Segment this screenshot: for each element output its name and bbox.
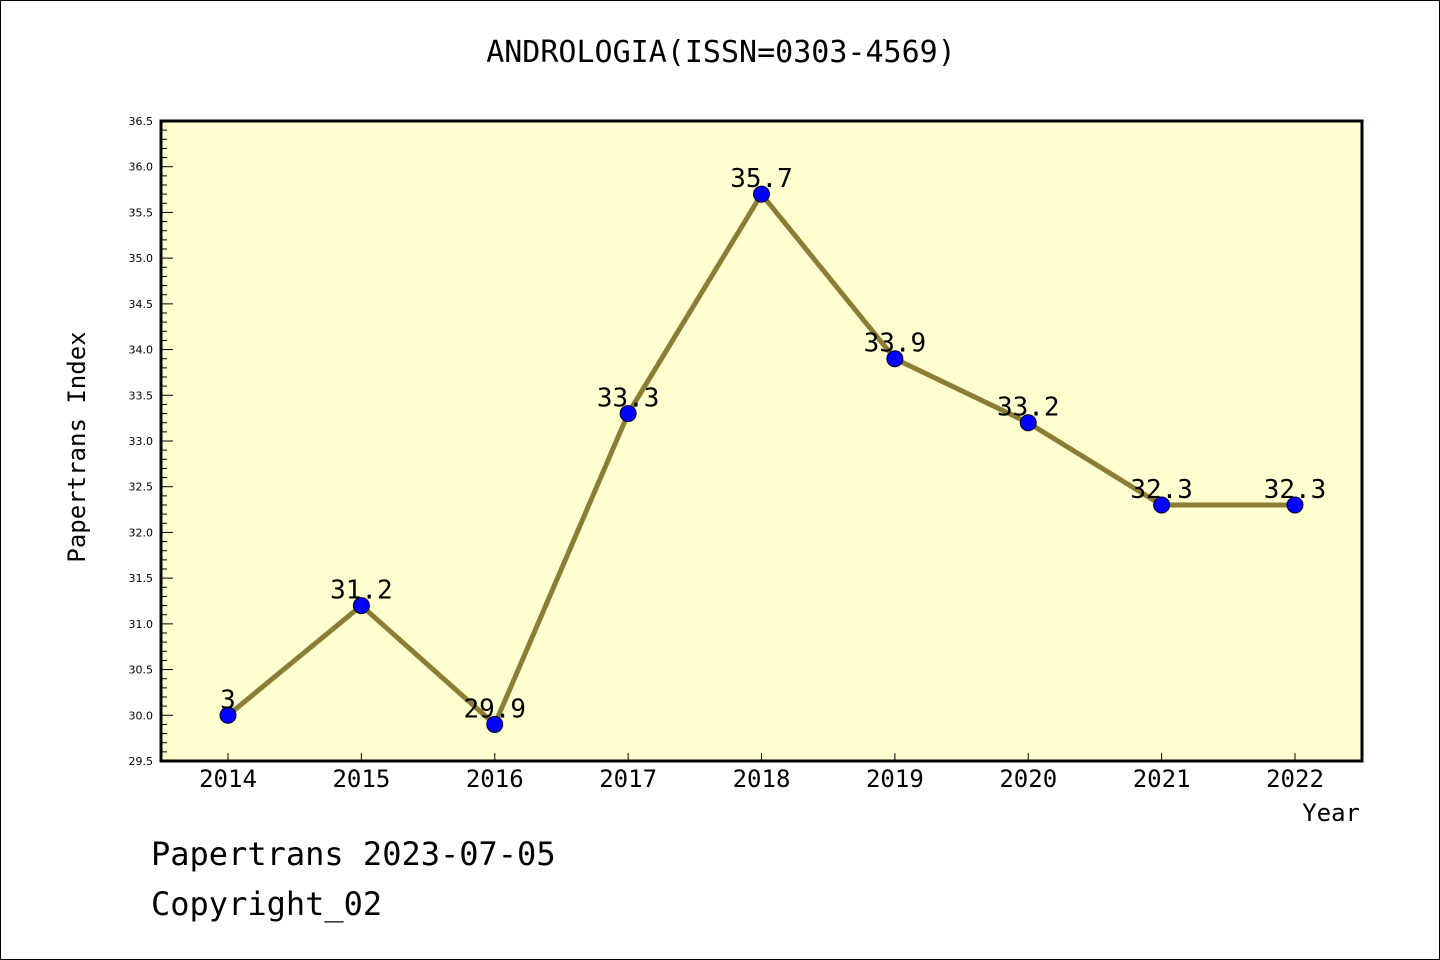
x-axis-label: Year	[1302, 799, 1360, 827]
data-labels: 3 31.2 29.9 33.3 35.7 33.9 33.2 32.3 32.3	[220, 164, 1326, 724]
data-point-2016	[486, 715, 504, 733]
data-markers	[219, 185, 1304, 733]
y-tick-label: 32.5	[129, 481, 154, 494]
y-tick-label: 30.0	[129, 709, 154, 722]
data-point-2020	[1019, 414, 1037, 432]
data-label-2020: 33.2	[997, 393, 1060, 423]
data-label-2021: 32.3	[1130, 475, 1193, 505]
y-tick-label: 33.5	[129, 389, 154, 402]
y-tick-label: 31.0	[129, 618, 154, 631]
data-label-2016: 29.9	[463, 694, 526, 724]
y-tick-label: 29.5	[129, 755, 154, 768]
data-point-2021	[1153, 496, 1171, 514]
y-tick-label: 35.5	[129, 206, 154, 219]
y-tick-label: 34.0	[129, 344, 154, 357]
x-tick-label: 2021	[1133, 765, 1191, 793]
y-tick-labels: 29.5 30.0 30.5 31.0 31.5 32.0 32.5 33.0 33.5 34.0…	[129, 115, 154, 768]
plot-area	[161, 121, 1362, 761]
x-tick-label: 2019	[866, 765, 924, 793]
data-point-2019	[886, 350, 904, 368]
footer-copyright: Copyright_02	[151, 885, 383, 923]
data-label-2015: 31.2	[330, 576, 393, 606]
x-tick-label: 2022	[1266, 765, 1324, 793]
x-tick-label: 2014	[199, 765, 257, 793]
footer-date: Papertrans 2023-07-05	[151, 835, 556, 873]
y-tick-label: 36.5	[129, 115, 154, 128]
x-tick-label: 2017	[599, 765, 657, 793]
y-tick-label: 30.5	[129, 664, 154, 677]
data-point-2018	[753, 185, 770, 203]
data-label-2018: 35.7	[730, 164, 793, 194]
chart-title: ANDROLOGIA(ISSN=0303-4569)	[486, 35, 956, 70]
x-tick-label: 2016	[466, 765, 524, 793]
y-tick-label: 35.0	[129, 252, 154, 265]
data-label-2014: 3	[220, 685, 236, 715]
data-label-2022: 32.3	[1264, 475, 1327, 505]
x-tick-labels: 2014 2015 2016 2017 2018 2019 2020 2021 2022	[199, 765, 1324, 793]
y-tick-label: 34.5	[129, 298, 154, 311]
plot-frame	[159, 119, 1364, 763]
y-tick-label: 31.5	[129, 572, 154, 585]
x-tick-label: 2015	[332, 765, 390, 793]
data-point-2015	[352, 597, 370, 615]
y-tick-label: 33.0	[129, 435, 154, 448]
y-tick-label: 32.0	[129, 526, 154, 539]
x-tick-label: 2018	[733, 765, 791, 793]
y-axis-label: Papertrans Index	[63, 331, 91, 562]
data-point-2014	[219, 706, 237, 724]
data-point-2017	[619, 405, 637, 423]
data-label-2017: 33.3	[597, 384, 660, 414]
y-tick-label: 36.0	[129, 161, 154, 174]
x-tick-label: 2020	[999, 765, 1057, 793]
data-point-2022	[1286, 496, 1304, 514]
data-label-2019: 33.9	[864, 329, 927, 359]
